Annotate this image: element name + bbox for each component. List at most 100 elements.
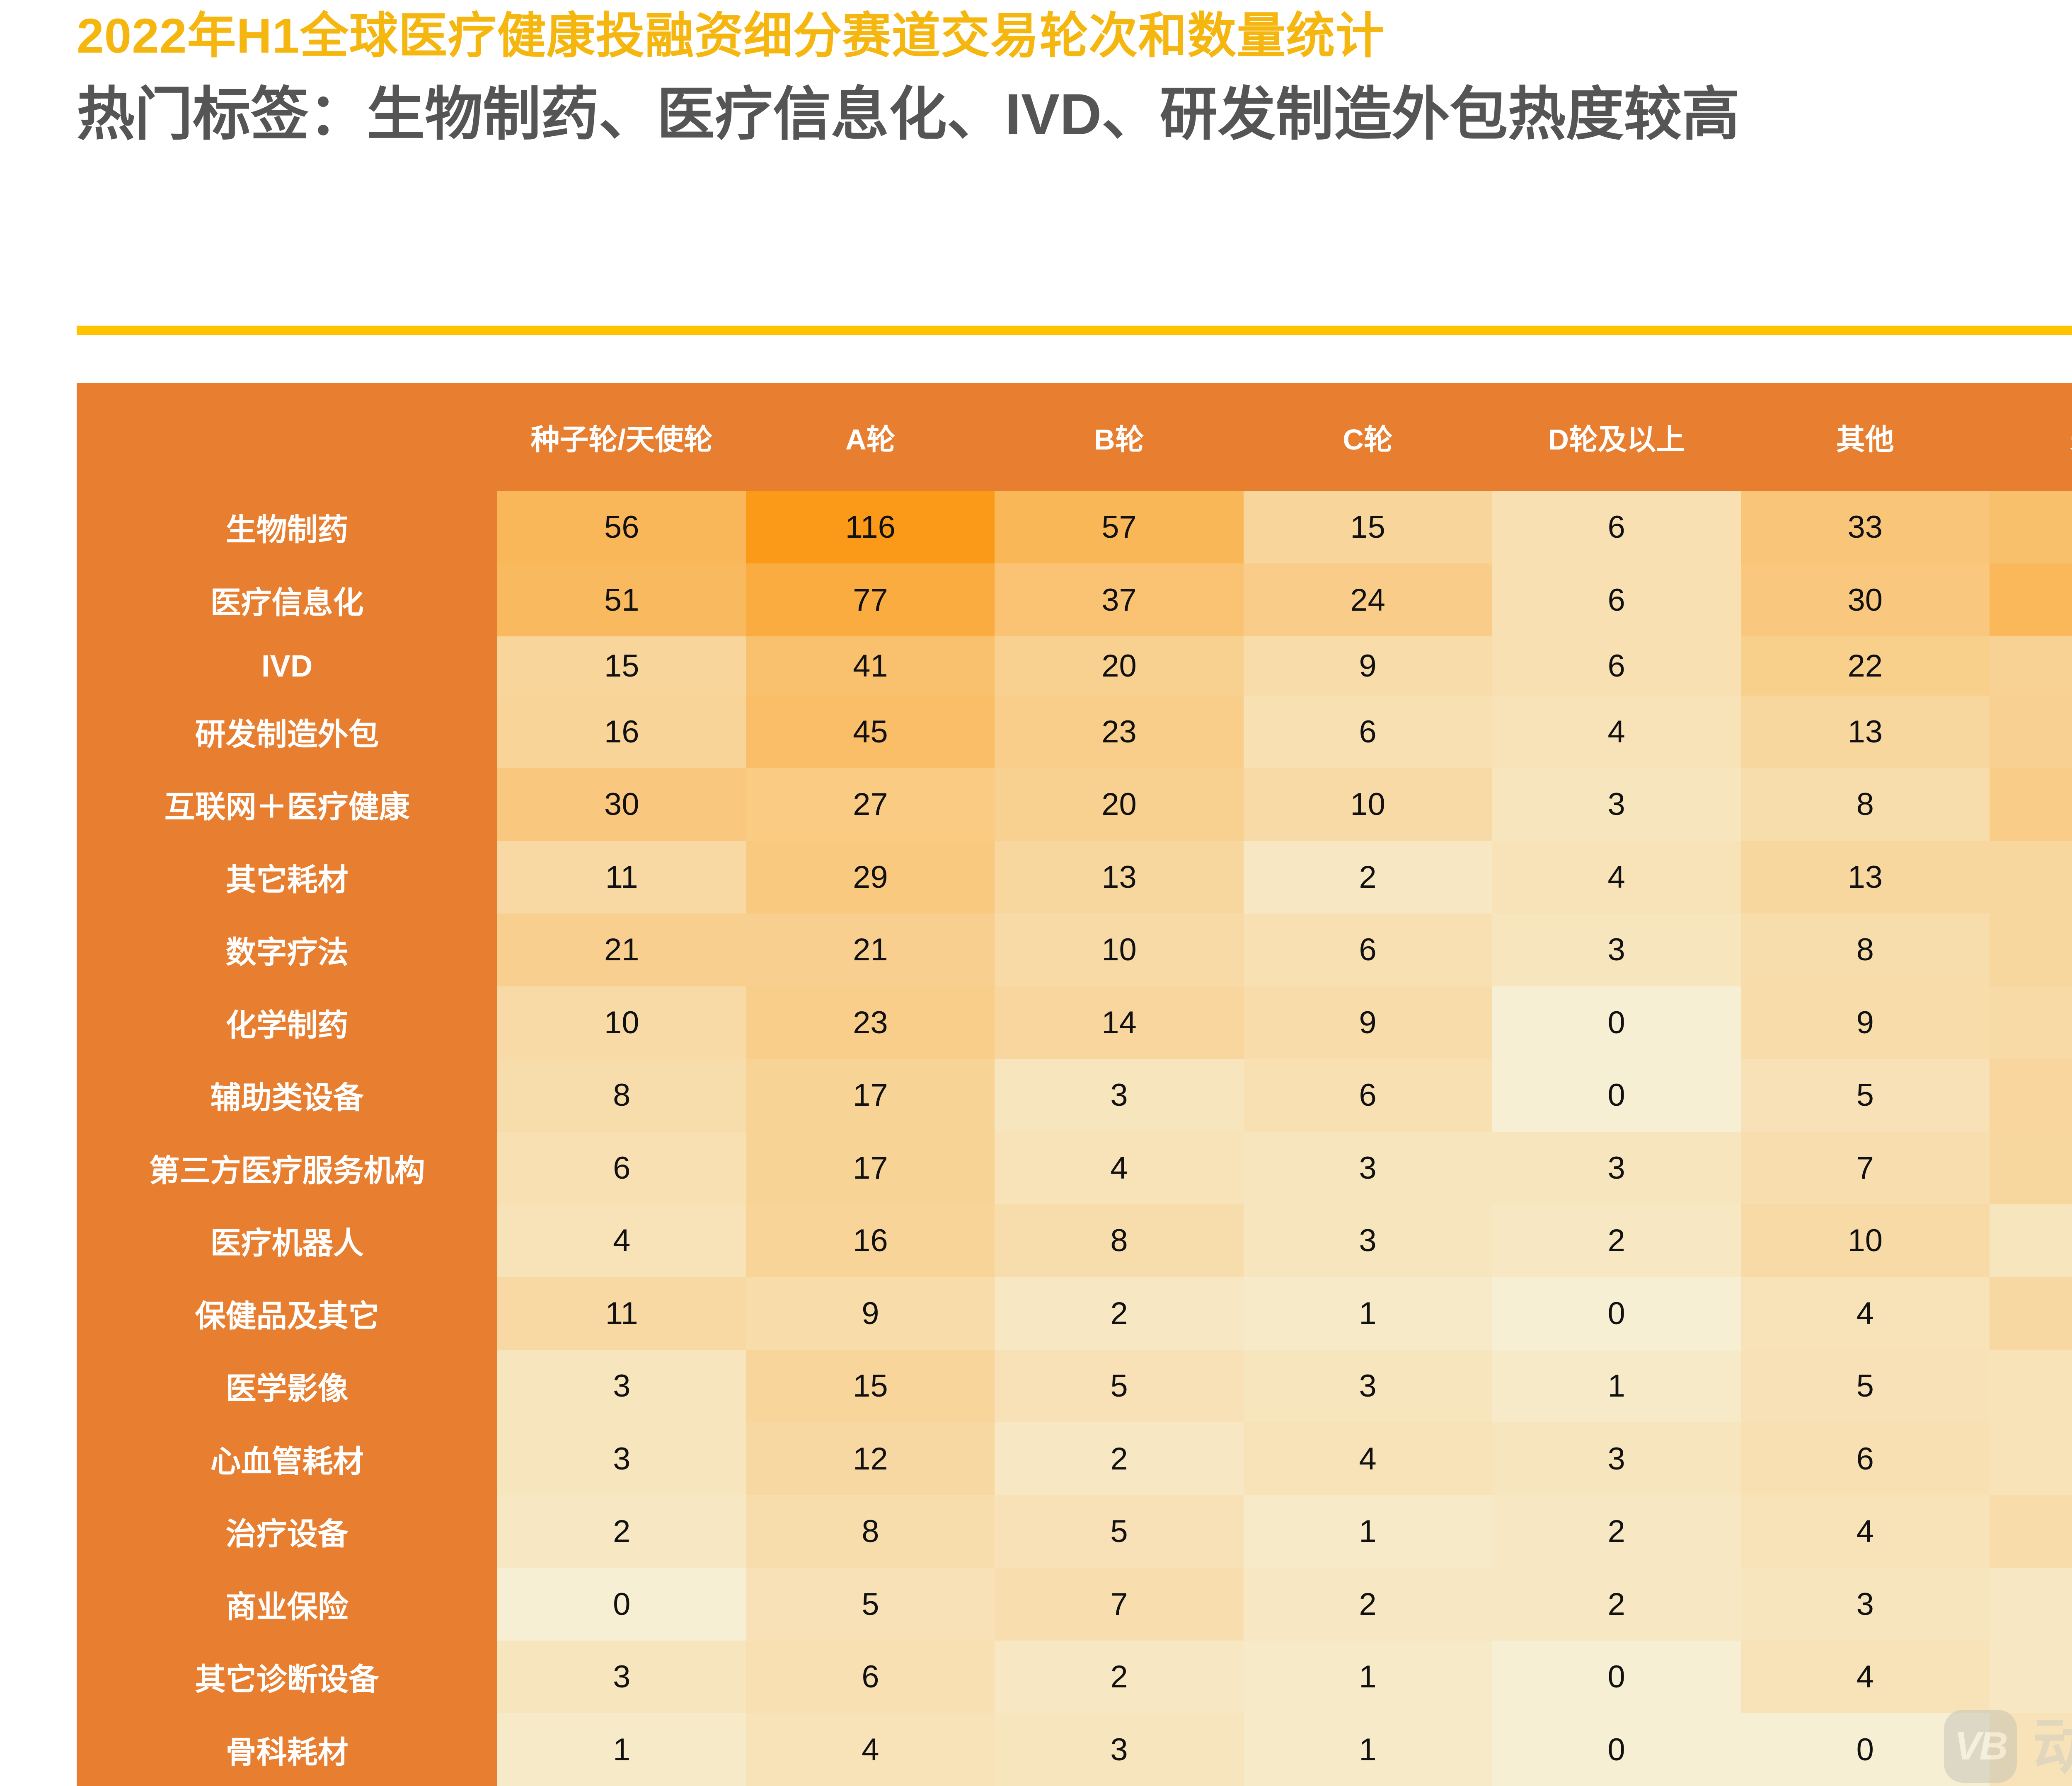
heatmap-cell: 17 [746,1131,995,1205]
heatmap-cell: 4 [746,1713,995,1786]
row-header-9: 第三方医疗服务机构 [77,1131,498,1205]
heatmap-cell: 20 [995,636,1244,696]
heatmap-cell: 29 [746,841,995,914]
heatmap-cell: 45 [746,695,995,769]
heatmap-cell: 116 [746,491,995,564]
page-header: 2022年H1全球医疗健康投融资细分赛道交易轮次和数量统计 热门标签：生物制药、… [77,0,2072,143]
heatmap-cell: 9 [1243,986,1492,1059]
heatmap-cell: 3 [1243,1350,1492,1423]
table-row: 其它诊断设备3621042 [77,1640,2072,1713]
heatmap-cell: 1 [497,1713,746,1786]
heatmap-cell: 14 [995,986,1244,1059]
table-row: 保健品及其它119210412 [77,1277,2072,1350]
heatmap-cell: 10 [1243,768,1492,841]
heatmap-cell: 30 [1740,563,1990,636]
heatmap-cell: 4 [1989,1350,2072,1423]
table-header-row-group: 种子轮/天使轮A轮B轮C轮D轮及以上其他未公开 [77,383,2072,491]
heatmap-cell: 4 [1492,695,1741,769]
heatmap-cell: 37 [995,563,1244,636]
row-header-1: 医疗信息化 [77,563,498,636]
heatmap-cell: 6 [1243,914,1492,986]
heatmap-cell: 6 [1740,1422,1990,1495]
row-header-14: 治疗设备 [77,1495,498,1568]
row-header-17: 骨科耗材 [77,1713,498,1786]
page-title: 2022年H1全球医疗健康投融资细分赛道交易轮次和数量统计 [77,9,1385,63]
heatmap-cell: 4 [1989,1713,2072,1786]
heatmap-cell: 27 [746,768,995,841]
heatmap-cell: 6 [1243,695,1492,769]
heatmap-cell: 0 [1492,1059,1741,1132]
heatmap-cell: 2 [1492,1568,1741,1641]
column-header-0: 种子轮/天使轮 [497,383,746,491]
heatmap-cell: 8 [497,1059,746,1132]
table-row: 互联网＋医疗健康302720103825 [77,768,2072,841]
heatmap-cell: 4 [1492,841,1741,914]
heatmap-cell: 0 [1492,986,1741,1059]
heatmap-cell: 51 [497,563,746,636]
heatmap-cell: 0 [1740,1713,1990,1786]
header-divider [77,326,2072,335]
table-row: 数字疗法21211063813 [77,914,2072,986]
heatmap-cell: 15 [1243,491,1492,564]
heatmap-cell: 1 [1243,1713,1492,1786]
heatmap-cell: 25 [1989,768,2072,841]
heatmap-cell: 1 [1243,1495,1492,1568]
heatmap-cell: 13 [1740,841,1990,914]
heatmap-cell: 2 [995,1640,1244,1713]
heatmap-cell: 19 [1989,695,2072,769]
heatmap-cell: 11 [497,1277,746,1350]
row-header-0: 生物制药 [77,491,498,564]
heatmap-cell: 3 [1492,1422,1741,1495]
heatmap-cell: 8 [1740,914,1990,986]
heatmap-cell: 13 [1989,914,2072,986]
heatmap-cell: 12 [746,1422,995,1495]
heatmap-table-container: 种子轮/天使轮A轮B轮C轮D轮及以上其他未公开 生物制药561165715633… [77,383,2072,1786]
row-header-16: 其它诊断设备 [77,1640,498,1713]
row-header-5: 其它耗材 [77,841,498,914]
heatmap-cell: 11 [497,841,746,914]
heatmap-cell: 5 [1740,1059,1990,1132]
heatmap-cell: 0 [1492,1277,1741,1350]
heatmap-cell: 6 [746,1640,995,1713]
heatmap-cell: 6 [1243,1059,1492,1132]
heatmap-cell: 2 [1492,1204,1741,1277]
row-header-4: 互联网＋医疗健康 [77,768,498,841]
heatmap-cell: 9 [1989,1495,2072,1568]
heatmap-cell: 6 [1492,563,1741,636]
heatmap-cell: 10 [497,986,746,1059]
heatmap-cell: 14 [1989,1059,2072,1132]
heatmap-cell: 3 [1243,1131,1492,1205]
row-header-10: 医疗机器人 [77,1204,498,1277]
heatmap-cell: 8 [995,1204,1244,1277]
heatmap-cell: 20 [995,768,1244,841]
heatmap-cell: 22 [1740,636,1990,696]
heatmap-cell: 15 [746,1350,995,1423]
heatmap-cell: 6 [1492,636,1741,696]
heatmap-table: 种子轮/天使轮A轮B轮C轮D轮及以上其他未公开 生物制药561165715633… [77,383,2072,1786]
table-corner-cell [77,383,498,491]
table-row: 商业保险0572232 [77,1568,2072,1641]
row-header-3: 研发制造外包 [77,695,498,769]
heatmap-cell: 3 [995,1059,1244,1132]
heatmap-cell: 56 [497,491,746,564]
heatmap-cell: 4 [497,1204,746,1277]
table-row: 其它耗材112913241313 [77,841,2072,914]
heatmap-cell: 4 [1740,1640,1990,1713]
column-header-3: C轮 [1243,383,1492,491]
heatmap-cell: 1 [1243,1640,1492,1713]
heatmap-cell: 10 [1989,986,2072,1059]
heatmap-cell: 23 [746,986,995,1059]
heatmap-cell: 6 [497,1131,746,1205]
heatmap-cell: 0 [1492,1713,1741,1786]
heatmap-cell: 2 [1989,1568,2072,1641]
heatmap-cell: 24 [1243,563,1492,636]
heatmap-cell: 0 [1492,1640,1741,1713]
row-header-2: IVD [77,636,498,696]
heatmap-cell: 41 [746,636,995,696]
table-header-row: 种子轮/天使轮A轮B轮C轮D轮及以上其他未公开 [77,383,2072,491]
heatmap-cell: 33 [1740,491,1990,564]
heatmap-cell: 5 [1740,1350,1990,1423]
heatmap-cell: 3 [995,1713,1244,1786]
table-row: 治疗设备2851249 [77,1495,2072,1568]
heatmap-cell: 5 [746,1568,995,1641]
